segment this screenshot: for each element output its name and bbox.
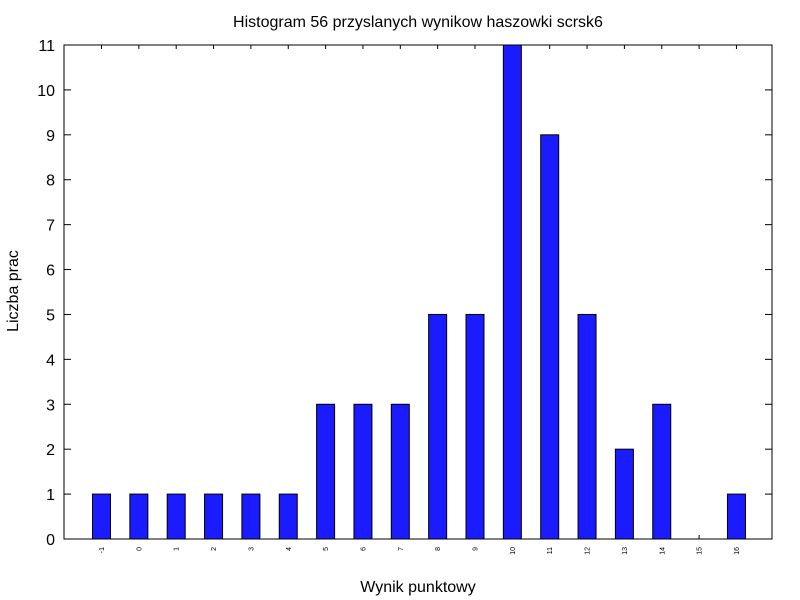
- bars-group: [92, 44, 746, 540]
- bar-1: [166, 493, 186, 540]
- y-tick-label: 9: [46, 128, 55, 145]
- bar--1: [92, 493, 111, 540]
- x-tick-label: 4: [286, 547, 293, 551]
- y-axis-label: Liczba prac: [5, 250, 22, 332]
- y-tick-label: 0: [46, 532, 55, 549]
- bar-9: [465, 313, 485, 540]
- y-tick-label: 8: [46, 173, 55, 190]
- x-tick-label: 7: [398, 547, 405, 551]
- bar-7: [390, 403, 410, 540]
- y-tick-label: 7: [46, 218, 55, 235]
- x-tick-label: 14: [659, 547, 666, 555]
- x-tick-label: 16: [734, 547, 741, 555]
- x-tick-label: 15: [697, 547, 704, 555]
- bar-14: [652, 403, 672, 540]
- y-tick-label: 10: [37, 83, 55, 100]
- y-tick-label: 4: [46, 352, 55, 369]
- y-tick-labels: 0 1 2 3 4 5 6 7 8 9 10 11: [37, 38, 55, 549]
- x-tick-label: 2: [211, 547, 218, 551]
- x-axis-label: Wynik punktowy: [360, 579, 475, 596]
- x-tick-label: 1: [174, 547, 181, 551]
- y-tick-label: 6: [46, 263, 55, 280]
- bar-3: [241, 493, 261, 540]
- chart-title: Histogram 56 przyslanych wynikow haszowk…: [233, 14, 603, 31]
- x-tick-label: 6: [360, 547, 367, 551]
- y-tick-label: 1: [46, 487, 55, 504]
- bar-4: [278, 493, 298, 540]
- x-tick-label: 5: [323, 547, 330, 551]
- y-tick-label: 2: [46, 442, 55, 459]
- x-tick-label: 3: [248, 547, 255, 551]
- x-tick-label: 9: [473, 547, 480, 551]
- bar-16: [726, 493, 746, 540]
- x-tick-label: 10: [510, 547, 517, 555]
- y-tick-label: 3: [46, 397, 55, 414]
- x-tick-label: 13: [622, 547, 629, 555]
- bar-10: [502, 44, 522, 540]
- y-tick-label: 11: [38, 38, 55, 55]
- bar-0: [129, 493, 149, 540]
- bar-5: [316, 403, 336, 540]
- plot-frame: [63, 44, 773, 540]
- bar-6: [353, 403, 373, 540]
- bar-11: [540, 134, 560, 540]
- x-tick-label: -1: [99, 547, 106, 553]
- bar-8: [428, 313, 448, 540]
- x-tick-labels: -1 0 1 2 3 4 5 6 7 8 9 10 11 12 13 14 15 16: [99, 547, 741, 555]
- x-tick-label: 12: [585, 547, 592, 555]
- bar-2: [204, 493, 224, 540]
- x-tick-label: 0: [136, 547, 143, 551]
- x-tick-label: 11: [547, 547, 554, 554]
- bar-12: [577, 313, 597, 540]
- bar-13: [614, 448, 634, 540]
- x-tick-label: 8: [435, 547, 442, 551]
- y-tick-label: 5: [46, 307, 55, 324]
